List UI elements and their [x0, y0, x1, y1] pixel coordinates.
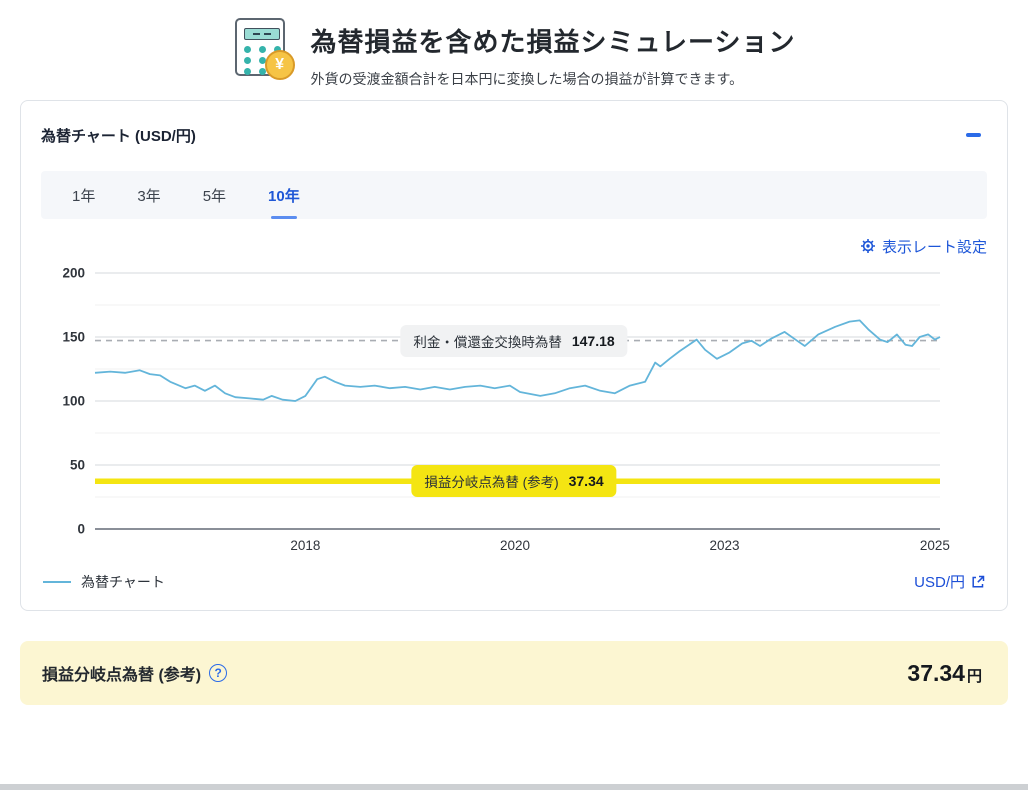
minus-icon: [965, 133, 981, 137]
tab-10year[interactable]: 10年: [247, 171, 321, 219]
breakeven-summary-bar: 損益分岐点為替 (参考) ? 37.34 円: [20, 641, 1008, 705]
svg-text:50: 50: [70, 458, 85, 473]
fx-chart-svg: 0 50 100 150 200 2018 2020 2023 2025: [62, 266, 950, 554]
breakeven-unit: 円: [966, 667, 982, 685]
gear-icon: [860, 239, 875, 253]
period-tab-bar: 1年 3年 5年 10年: [41, 171, 987, 219]
svg-text:2025: 2025: [920, 538, 950, 553]
card-title: 為替チャート (USD/円): [41, 127, 196, 145]
fx-line-chart: 0 50 100 150 200 2018 2020 2023 2025 利金・償還金交換時為替…: [41, 259, 987, 559]
svg-text:0: 0: [77, 522, 85, 537]
collapse-button[interactable]: [959, 123, 987, 147]
svg-text:2018: 2018: [290, 538, 320, 553]
page-bottom-edge: [0, 784, 1028, 790]
svg-text:2023: 2023: [710, 538, 740, 553]
svg-text:200: 200: [62, 266, 85, 281]
svg-text:150: 150: [62, 330, 85, 345]
tab-5year[interactable]: 5年: [202, 187, 227, 205]
series-line-swatch: [43, 580, 71, 583]
tab-3year[interactable]: 3年: [137, 187, 161, 205]
external-link-icon: [972, 575, 985, 588]
fx-chart-card: 為替チャート (USD/円) 1年 3年 5年 10年 表示レート設定 0 50 1…: [20, 100, 1008, 611]
breakeven-summary-label: 損益分岐点為替 (参考): [42, 667, 202, 684]
help-icon[interactable]: ?: [209, 664, 228, 682]
breakeven-rate-label: 損益分岐点為替 (参考) 37.34: [411, 465, 617, 498]
tab-1year[interactable]: 1年: [72, 187, 96, 205]
svg-text:2020: 2020: [500, 538, 530, 553]
calculator-icon: ¥: [233, 16, 295, 80]
display-rate-settings-link[interactable]: 表示レート設定: [860, 235, 987, 257]
currency-pair-link[interactable]: USD/円: [914, 571, 985, 592]
yen-coin-icon: ¥: [264, 50, 295, 80]
page-subtitle: 外貨の受渡金額合計を日本円に変換した場合の損益が計算できます。: [310, 71, 744, 87]
page-header: ¥ 為替損益を含めた損益シミュレーション 外貨の受渡金額合計を日本円に変換した場…: [0, 0, 1028, 100]
breakeven-value: 37.34: [907, 659, 965, 686]
calculator-screen-icon: [243, 28, 280, 40]
chart-legend: 為替チャート: [43, 572, 165, 592]
page-title: 為替損益を含めた損益シミュレーション: [310, 27, 796, 57]
svg-text:100: 100: [62, 394, 85, 409]
interest-exchange-rate-label: 利金・償還金交換時為替 147.18: [400, 324, 628, 357]
